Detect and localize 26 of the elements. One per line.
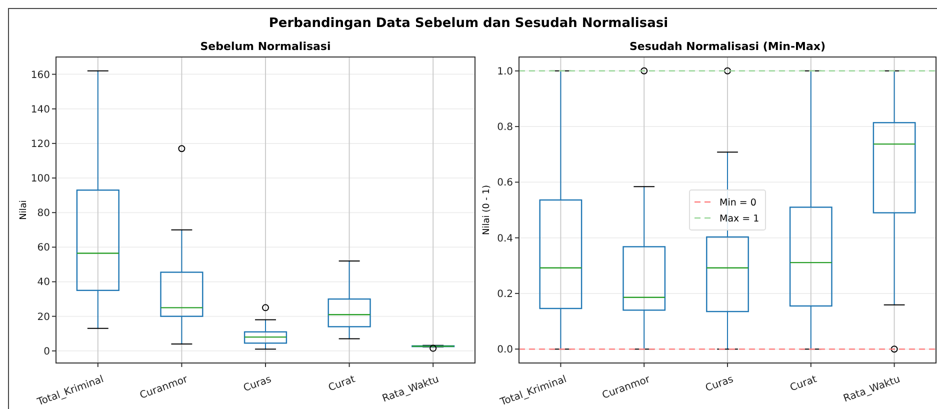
- legend-label: Max = 1: [720, 213, 760, 224]
- y-tick-label: 100: [30, 174, 50, 185]
- y-tick-label: 60: [37, 242, 50, 254]
- x-tick-label: Curas: [242, 374, 273, 394]
- chart-title: Sesudah Normalisasi (Min-Max): [629, 40, 826, 53]
- y-tick-label: 80: [37, 208, 50, 220]
- x-tick-label: Curat: [788, 374, 818, 394]
- x-tick-label: Curat: [327, 374, 357, 394]
- y-axis-title: Nilai (0 - 1): [482, 184, 492, 236]
- y-tick-label: 0.8: [497, 122, 513, 134]
- y-tick-label: 0.0: [497, 344, 513, 356]
- y-tick-label: 1.0: [497, 66, 513, 78]
- x-tick-label: Curas: [704, 374, 735, 394]
- y-tick-label: 20: [37, 312, 50, 323]
- y-axis-title: Nilai: [19, 200, 29, 220]
- y-tick-label: 0.6: [497, 178, 513, 189]
- y-tick-label: 0: [44, 346, 50, 358]
- y-tick-label: 0.4: [497, 233, 513, 244]
- text: Perbandingan Data Sebelum dan Sesudah Normalisasi: [268, 16, 668, 31]
- chart-title: Sebelum Normalisasi: [200, 40, 331, 53]
- y-tick-label: 120: [30, 138, 50, 150]
- y-tick-label: 140: [30, 104, 50, 116]
- y-tick-label: 160: [30, 70, 50, 81]
- y-tick-label: 0.2: [497, 288, 513, 300]
- legend-label: Min = 0: [720, 197, 756, 208]
- y-tick-label: 40: [37, 277, 50, 288]
